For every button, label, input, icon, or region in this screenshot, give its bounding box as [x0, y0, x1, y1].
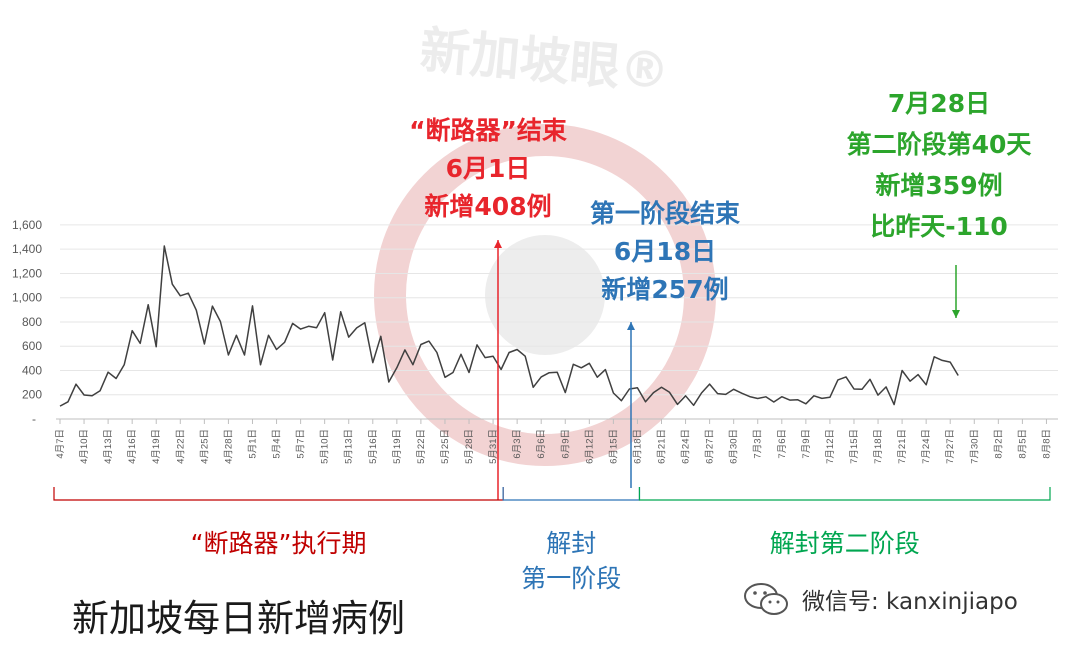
annotation-phase1-line-0: 第一阶段结束	[590, 199, 741, 228]
x-tick-label-21: 6月9日	[560, 429, 571, 459]
annotation-arrows	[494, 240, 960, 500]
annotation-circuit-breaker-line-1: 6月1日	[446, 154, 531, 183]
x-tick-label-11: 5月10日	[320, 429, 331, 464]
x-tick-label-36: 7月24日	[921, 429, 932, 464]
y-tick-label-4: 1,000	[12, 291, 42, 305]
x-tick-label-22: 6月12日	[584, 429, 595, 464]
x-tick-label-41: 8月8日	[1041, 429, 1052, 459]
annotation-latest-line-1: 第二阶段第40天	[847, 130, 1032, 159]
arrow-phase1-head	[627, 322, 635, 330]
arrow-circuit-breaker	[494, 240, 502, 500]
annotation-latest-line-3: 比昨天-110	[870, 212, 1008, 241]
arrow-latest-head	[952, 310, 960, 318]
x-tick-label-0: 4月7日	[55, 429, 66, 459]
x-tick-label-20: 6月6日	[536, 429, 547, 459]
annotation-latest-line-0: 7月28日	[888, 89, 990, 118]
gridlines	[60, 224, 1058, 396]
wechat-credit: 微信号: kanxinjiapo	[742, 581, 1018, 617]
y-axis: 200 400 600 800 1,000 1,200 1,400 1,600 -	[12, 218, 42, 426]
x-tick-label-33: 7月15日	[849, 429, 860, 464]
annotation-latest-line-2: 新增359例	[875, 171, 1002, 200]
x-tick-label-19: 6月3日	[512, 429, 523, 459]
x-tick-label-26: 6月24日	[681, 429, 692, 464]
arrow-phase1	[627, 322, 635, 488]
x-tick-label-27: 6月27日	[705, 429, 716, 464]
x-tick-label-29: 7月3日	[753, 429, 764, 459]
arrow-circuit-breaker-head	[494, 240, 502, 248]
watermark-text: 新加坡眼®	[418, 21, 672, 101]
y-tick-label-1: 400	[22, 363, 42, 377]
x-tick-label-2: 4月13日	[103, 429, 114, 464]
x-tick-label-37: 7月27日	[945, 429, 956, 464]
x-tick-label-10: 5月7日	[296, 429, 307, 459]
y-tick-label-3: 800	[22, 315, 42, 329]
annotation-circuit-breaker-line-0: “断路器”结束	[409, 116, 568, 145]
x-tick-label-14: 5月19日	[392, 429, 403, 464]
phase-1-bracket	[502, 487, 641, 501]
x-tick-label-17: 5月28日	[464, 429, 475, 464]
x-tick-label-31: 7月9日	[801, 429, 812, 459]
y-tick-label-2: 600	[22, 339, 42, 353]
phase-2-bracket	[638, 487, 1051, 501]
annotation-phase1-line-1: 6月18日	[614, 237, 716, 266]
x-tick-label-34: 7月18日	[873, 429, 884, 464]
phase-1-label-0: 解封	[546, 529, 596, 558]
x-tick-label-9: 5月4日	[272, 429, 283, 459]
phase-1-label-1: 第一阶段	[521, 564, 621, 593]
y-tick-zero: -	[32, 412, 36, 426]
x-tick-label-25: 6月21日	[657, 429, 668, 464]
x-tick-label-7: 4月28日	[223, 429, 234, 464]
annotation-phase1-line-2: 新增257例	[601, 275, 728, 304]
x-tick-label-13: 5月16日	[368, 429, 379, 464]
watermark-ring	[374, 124, 716, 466]
x-tick-label-23: 6月15日	[608, 429, 619, 464]
y-tick-label-5: 1,200	[12, 266, 42, 280]
wechat-icon	[744, 583, 788, 615]
x-tick-label-28: 6月30日	[729, 429, 740, 464]
x-tick-label-40: 8月5日	[1017, 429, 1028, 459]
phase-0-label-0: “断路器”执行期	[191, 529, 367, 558]
x-tick-label-8: 5月1日	[247, 429, 258, 459]
x-tick-label-39: 8月2日	[993, 429, 1004, 459]
wechat-id: 微信号: kanxinjiapo	[802, 589, 1018, 615]
x-tick-label-3: 4月16日	[127, 429, 138, 464]
x-tick-label-6: 4月25日	[199, 429, 210, 464]
x-tick-label-5: 4月22日	[175, 429, 186, 464]
x-axis: 4月7日 4月10日 4月13日 4月16日 4月19日 4月22日 4月25日 4月28日 5…	[55, 418, 1058, 464]
phase-2-label-0: 解封第二阶段	[770, 529, 920, 558]
x-tick-label-1: 4月10日	[79, 429, 90, 464]
x-tick-label-18: 5月31日	[488, 429, 499, 464]
y-tick-label-6: 1,400	[12, 242, 42, 256]
x-tick-label-30: 7月6日	[777, 429, 788, 459]
x-tick-label-4: 4月19日	[151, 429, 162, 464]
x-tick-label-16: 5月25日	[440, 429, 451, 464]
watermark-center	[485, 235, 605, 355]
annotation-circuit-breaker-line-2: 新增408例	[424, 192, 551, 221]
y-tick-label-7: 1,600	[12, 218, 42, 232]
x-tick-label-24: 6月18日	[632, 429, 643, 464]
watermark: 新加坡眼®	[374, 21, 716, 466]
arrow-latest	[952, 265, 960, 318]
x-tick-label-15: 5月22日	[416, 429, 427, 464]
x-tick-label-38: 7月30日	[969, 429, 980, 464]
chart-title: 新加坡每日新增病例	[72, 597, 405, 640]
y-tick-label-0: 200	[22, 388, 42, 402]
series-line-0	[59, 245, 959, 407]
phase-0-bracket	[53, 487, 504, 501]
x-tick-label-32: 7月12日	[825, 429, 836, 464]
series-lines	[59, 245, 959, 407]
x-tick-label-12: 5月13日	[344, 429, 355, 464]
x-tick-label-35: 7月21日	[897, 429, 908, 464]
